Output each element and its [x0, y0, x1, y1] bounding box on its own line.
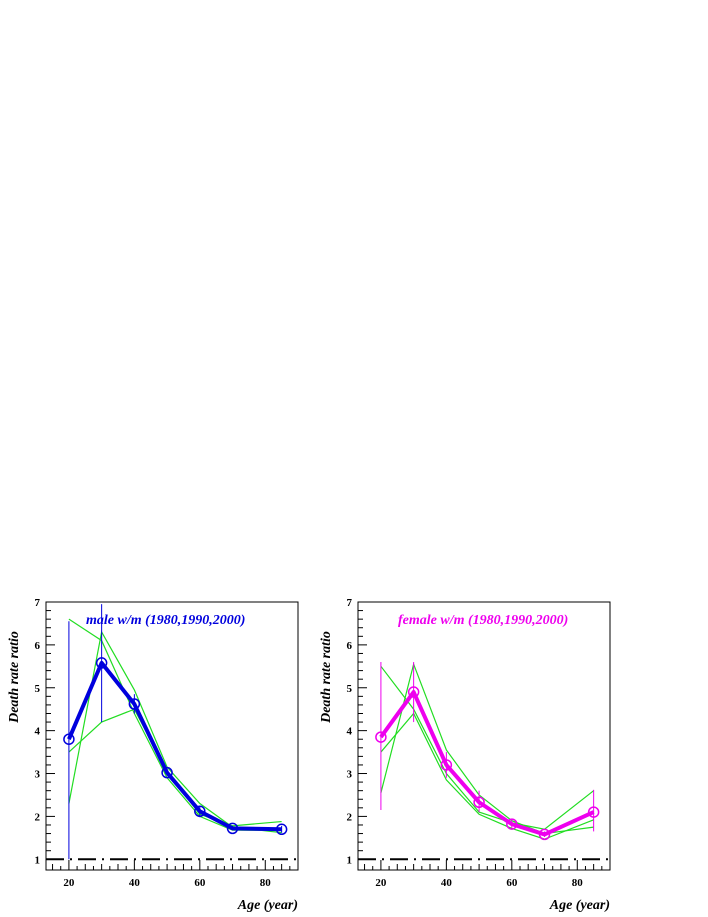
x-axis-title: Age (year) [549, 898, 610, 913]
data-point-marker [375, 731, 387, 743]
y-tick-label: 3 [35, 769, 41, 781]
y-tick-label: 4 [35, 726, 41, 738]
chart-panel-2: 1 2 3 4 5 6 7 20 40 60 80 Age (year) Death rate rati… [319, 597, 611, 913]
x-tick-label: 60 [506, 877, 518, 889]
chart-panel-1: 1 2 3 4 5 6 7 20 40 60 80 Age (year) Death rate rati… [7, 597, 299, 913]
plot-frame [357, 601, 611, 871]
data-point-marker [407, 686, 420, 698]
plot-frame [45, 601, 299, 871]
x-axis-title: Age (year) [237, 898, 298, 913]
y-tick-label: 7 [347, 597, 353, 609]
x-tick-label: 20 [63, 877, 75, 889]
data-point-marker [128, 698, 141, 710]
data-point-marker [587, 806, 600, 818]
plot-title: male w/m (1980,1990,2000) [86, 613, 245, 628]
x-tick-label: 20 [375, 877, 387, 889]
x-tick-label: 80 [260, 877, 272, 889]
main-series-line [67, 660, 282, 832]
x-tick-label: 40 [129, 877, 141, 889]
x-tick-label: 60 [194, 877, 206, 889]
year-series-line-3 [68, 708, 282, 827]
x-tick-label: 80 [572, 877, 584, 889]
y-tick-label: 5 [35, 683, 41, 695]
main-series-line [379, 690, 595, 837]
y-tick-label: 3 [347, 769, 353, 781]
y-tick-label: 4 [347, 726, 353, 738]
y-tick-label: 1 [347, 854, 353, 866]
data-point-marker [63, 733, 75, 745]
data-point-marker [194, 805, 206, 818]
y-tick-label: 6 [347, 640, 353, 652]
y-tick-label: 7 [35, 597, 41, 609]
data-point-marker [506, 818, 518, 830]
y-tick-label: 5 [347, 683, 353, 695]
data-point-marker [95, 657, 108, 669]
y-tick-label: 2 [347, 811, 353, 823]
data-point-marker [161, 766, 173, 779]
year-series-line-2 [68, 618, 282, 832]
y-tick-label: 6 [35, 640, 41, 652]
data-point-marker [440, 759, 453, 771]
y-axis-title: Death rate ratio [319, 631, 334, 724]
x-tick-label: 40 [441, 877, 453, 889]
y-axis-title: Death rate ratio [7, 631, 22, 724]
data-point-marker [275, 823, 288, 836]
data-point-marker [226, 822, 239, 835]
data-point-marker [473, 796, 485, 808]
year-series-line-3 [380, 712, 594, 840]
y-tick-label: 2 [35, 811, 41, 823]
data-point-marker [538, 828, 551, 841]
y-tick-label: 1 [35, 854, 41, 866]
plot-title: female w/m (1980,1990,2000) [398, 613, 568, 628]
